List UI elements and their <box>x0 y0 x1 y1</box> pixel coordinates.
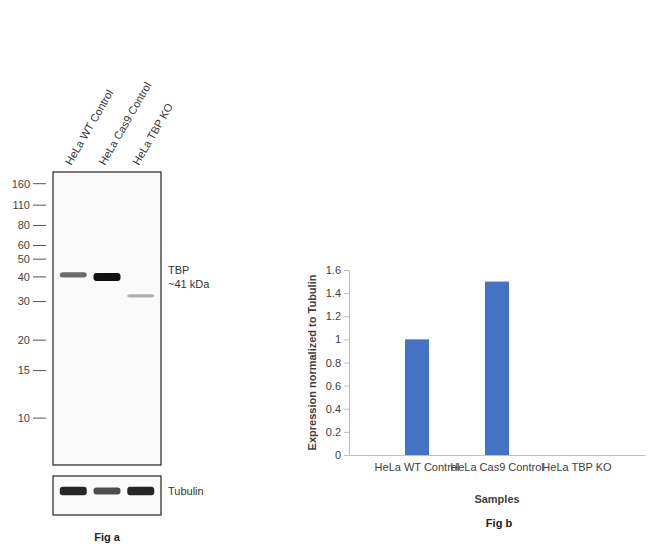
marker-label: 10 <box>18 412 30 424</box>
marker-tick <box>33 340 46 341</box>
y-tick-label: 1.4 <box>326 287 341 299</box>
bar <box>405 339 429 455</box>
y-tick-label: 0 <box>335 449 341 461</box>
marker-tick <box>33 418 46 419</box>
y-tick: 0.2 <box>326 426 349 438</box>
marker-label: 160 <box>12 178 30 190</box>
loading-name: Tubulin <box>168 485 204 497</box>
marker-tick <box>33 205 46 206</box>
x-axis-line <box>350 455 646 456</box>
y-tick-mark <box>344 339 349 340</box>
y-tick-label: 0.2 <box>326 426 341 438</box>
y-tick-mark <box>344 363 349 364</box>
y-tick: 0.4 <box>326 403 349 415</box>
marker-label: 60 <box>18 239 30 251</box>
target-name: TBP <box>168 264 189 276</box>
y-axis-line <box>344 271 350 456</box>
bar <box>485 282 509 455</box>
marker-tick <box>33 276 46 277</box>
blot-frame <box>53 172 161 465</box>
fig-a: 1601108060504030201510HeLa WT ControlHeL… <box>12 80 211 543</box>
marker-tick <box>33 245 46 246</box>
y-tick-mark <box>344 386 349 387</box>
y-tick: 1 <box>335 333 349 345</box>
x-tick-label: HeLa TBP KO <box>542 461 612 473</box>
marker-tick <box>33 301 46 302</box>
y-axis-title: Expression normalized to Tubulin <box>306 274 318 450</box>
band <box>60 272 87 277</box>
marker-tick <box>33 225 46 226</box>
y-tick-label: 1 <box>335 333 341 345</box>
marker-tick <box>33 370 46 371</box>
y-tick: 0.8 <box>326 357 349 369</box>
y-tick-label: 0.8 <box>326 357 341 369</box>
y-tick-label: 1.6 <box>326 264 341 276</box>
marker-label: 30 <box>18 295 30 307</box>
fig-b: 00.20.40.60.811.21.41.6HeLa WT ControlHe… <box>306 264 646 529</box>
x-tick-label: HeLa WT Control <box>375 461 460 473</box>
y-tick-mark <box>344 455 349 456</box>
x-tick: HeLa WT Control <box>375 455 460 473</box>
marker-tick <box>33 259 46 260</box>
target-size: ~41 kDa <box>168 278 210 290</box>
y-tick-label: 1.2 <box>326 310 341 322</box>
caption: Fig a <box>94 531 121 543</box>
y-tick-mark <box>344 293 349 294</box>
blot-bands <box>60 272 155 297</box>
x-tick: HeLa Cas9 Control <box>450 455 544 473</box>
loading-band <box>94 487 121 494</box>
marker-ladder: 160 110 80 60 50 40 30 20 15 10 <box>12 178 46 424</box>
marker-label: 110 <box>12 199 30 211</box>
y-tick: 0.6 <box>326 380 349 392</box>
bar <box>565 455 589 456</box>
y-tick: 1.4 <box>326 287 349 299</box>
marker-label: 50 <box>18 253 30 265</box>
lane-label: HeLa TBP KO <box>130 101 175 167</box>
marker-tick <box>33 183 46 184</box>
loading-band <box>60 487 87 495</box>
x-tick: HeLa TBP KO <box>542 455 612 473</box>
x-tick-label: HeLa Cas9 Control <box>450 461 544 473</box>
x-axis: HeLa WT ControlHeLa Cas9 ControlHeLa TBP… <box>350 455 646 473</box>
y-tick: 0 <box>335 449 349 461</box>
marker-label: 20 <box>18 334 30 346</box>
y-tick-mark <box>344 409 349 410</box>
y-axis: 0 0.2 0.4 0.6 0.8 1 1.2 1.4 1.6 <box>326 264 350 461</box>
marker-label: 80 <box>18 219 30 231</box>
marker-label: 15 <box>18 364 30 376</box>
band <box>94 273 121 281</box>
y-tick-mark <box>344 316 349 317</box>
y-tick: 1.6 <box>326 264 349 276</box>
y-tick-label: 0.4 <box>326 403 341 415</box>
y-tick-mark <box>344 270 349 271</box>
band <box>127 294 154 297</box>
y-tick-label: 0.6 <box>326 380 341 392</box>
bars <box>405 282 509 455</box>
y-tick-mark <box>344 432 349 433</box>
marker-label: 40 <box>18 271 30 283</box>
figure: 1601108060504030201510HeLa WT ControlHeL… <box>0 0 650 551</box>
loading-frame <box>53 476 161 515</box>
y-tick: 1.2 <box>326 310 349 322</box>
x-axis-title: Samples <box>474 493 519 505</box>
caption: Fig b <box>486 517 513 529</box>
loading-band <box>127 487 154 495</box>
